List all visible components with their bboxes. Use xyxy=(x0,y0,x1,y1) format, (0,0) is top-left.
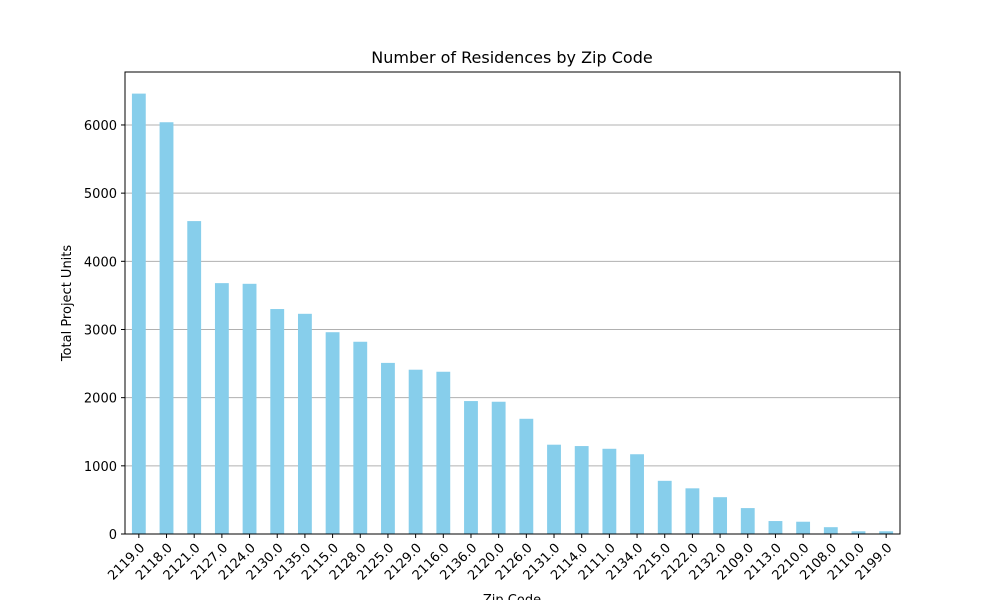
bar xyxy=(602,448,617,534)
y-tick-label: 6000 xyxy=(84,119,117,134)
x-axis-label: Zip Code xyxy=(483,593,541,600)
bar xyxy=(270,309,285,534)
bar xyxy=(796,521,811,534)
bar xyxy=(464,401,478,534)
bar xyxy=(159,122,174,534)
bar xyxy=(851,531,866,534)
bar xyxy=(491,401,506,534)
bar xyxy=(353,341,368,534)
bar xyxy=(713,497,728,534)
plot-frame xyxy=(124,71,901,535)
bar xyxy=(242,283,257,534)
bar xyxy=(131,93,146,535)
y-tick-label: 1000 xyxy=(84,460,117,475)
y-tick-label: 5000 xyxy=(84,187,117,202)
bar xyxy=(547,444,561,534)
y-tick-label: 4000 xyxy=(84,255,117,270)
bar xyxy=(630,454,644,534)
bar xyxy=(381,362,395,534)
y-tick-label: 0 xyxy=(109,528,117,543)
bar xyxy=(740,508,755,534)
bar xyxy=(187,221,202,535)
bar xyxy=(519,418,534,534)
bar xyxy=(685,488,700,534)
chart-title: Number of Residences by Zip Code xyxy=(371,48,652,67)
bar xyxy=(214,283,229,534)
y-tick-label: 2000 xyxy=(84,392,117,407)
y-axis-label: Total Project Units xyxy=(60,245,75,363)
bar xyxy=(297,313,312,534)
bar xyxy=(574,446,589,534)
bar xyxy=(823,527,838,534)
bar xyxy=(768,521,783,534)
bar xyxy=(325,332,340,534)
y-tick-label: 3000 xyxy=(84,323,117,338)
bar xyxy=(657,480,672,534)
bar xyxy=(436,371,451,534)
bar xyxy=(408,369,423,534)
bar xyxy=(879,531,894,534)
